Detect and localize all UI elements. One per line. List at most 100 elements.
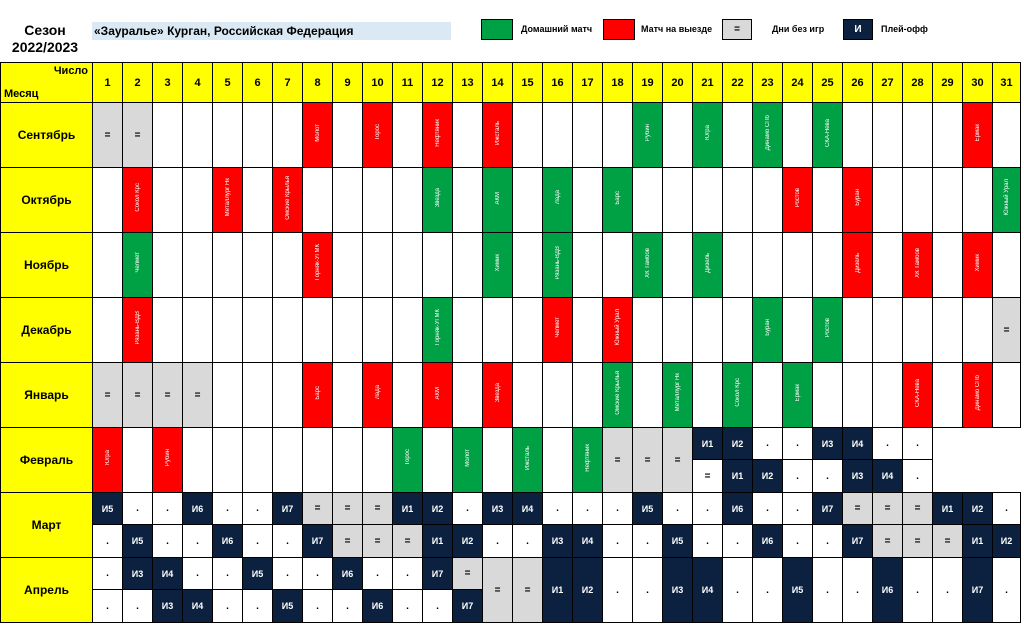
- empty-day-cell: [182, 427, 213, 493]
- empty-day-cell: [452, 297, 483, 363]
- playoff-empty-cell: .: [482, 524, 513, 558]
- home-match-cell: Химик: [482, 232, 513, 298]
- opponent-name: Динамо СПб: [764, 114, 771, 151]
- playoff-game-cell: И6: [872, 557, 903, 623]
- playoff-empty-cell: .: [272, 524, 303, 558]
- playoff-empty-cell: .: [392, 589, 423, 623]
- opponent-name: Рязань-ВДВ: [554, 245, 561, 280]
- home-match-cell: Сокол Крс: [722, 362, 753, 428]
- day-header: 15: [512, 62, 543, 103]
- playoff-empty-cell: .: [992, 492, 1021, 525]
- playoff-empty-cell: .: [752, 557, 783, 623]
- day-header: 16: [542, 62, 573, 103]
- empty-day-cell: [272, 102, 303, 168]
- empty-day-cell: [812, 167, 843, 233]
- playoff-game-cell: И2: [452, 524, 483, 558]
- empty-day-cell: [782, 232, 813, 298]
- month-row: Январь = = = = Барс Лада АКМ Звезда Омские Крылья…: [0, 362, 1021, 428]
- playoff-empty-cell: .: [542, 492, 573, 525]
- empty-day-cell: [92, 297, 123, 363]
- playoff-game-cell: И1: [962, 524, 993, 558]
- home-match-cell: Горняк-УГМК: [422, 297, 453, 363]
- off-day-cell: =: [902, 492, 933, 525]
- month-row-top: Февраль Югра Рубин Торос Молот Ижсталь Нефтяни…: [0, 427, 1021, 493]
- away-match-cell: Ростов: [782, 167, 813, 233]
- day-header: 23: [752, 62, 783, 103]
- playoff-empty-cell: .: [782, 524, 813, 558]
- playoff-game-cell: И1: [722, 459, 753, 493]
- legend-off-label: Дни без игр: [772, 24, 825, 34]
- home-match-cell: СКА-Нева: [812, 102, 843, 168]
- empty-day-cell: [932, 102, 963, 168]
- playoff-game-cell: И4: [152, 557, 183, 590]
- empty-day-cell: [602, 102, 633, 168]
- empty-day-cell: [992, 362, 1021, 428]
- playoff-game-cell: И5: [662, 524, 693, 558]
- playoff-game-cell: И4: [872, 459, 903, 493]
- day-header: 4: [182, 62, 213, 103]
- empty-day-cell: [92, 167, 123, 233]
- opponent-name: Южный Урал: [1003, 179, 1010, 216]
- playoff-empty-cell: .: [152, 524, 183, 558]
- opponent-name: Дизель: [704, 252, 711, 273]
- off-day-cell: =: [932, 524, 963, 558]
- empty-day-cell: [212, 297, 243, 363]
- playoff-empty-cell: .: [242, 589, 273, 623]
- empty-day-cell: [452, 232, 483, 298]
- day-header: 19: [632, 62, 663, 103]
- opponent-name: Барс: [314, 385, 321, 400]
- playoff-empty-cell: .: [782, 427, 813, 460]
- opponent-name: Рубин: [644, 123, 651, 142]
- legend-away-swatch: [603, 19, 635, 40]
- opponent-name: Лада: [374, 385, 381, 400]
- non-existent-day-cell: [992, 232, 1021, 298]
- empty-day-cell: [812, 362, 843, 428]
- opponent-name: Рязань-ВДВ: [134, 310, 141, 345]
- off-day-cell: =: [122, 102, 153, 168]
- day-header: 20: [662, 62, 693, 103]
- home-match-cell: Динамо СПб: [752, 102, 783, 168]
- away-match-cell: Челмет: [542, 297, 573, 363]
- playoff-game-cell: И6: [182, 492, 213, 525]
- empty-day-cell: [452, 362, 483, 428]
- playoff-game-cell: И4: [512, 492, 543, 525]
- empty-day-cell: [902, 297, 933, 363]
- day-header: 3: [152, 62, 183, 103]
- playoff-empty-cell: .: [722, 557, 753, 623]
- off-day-cell: =: [452, 557, 483, 590]
- opponent-name: Звезда: [494, 382, 501, 403]
- playoff-game-cell: И5: [782, 557, 813, 623]
- playoff-empty-cell: .: [602, 524, 633, 558]
- empty-day-cell: [692, 167, 723, 233]
- empty-day-cell: [182, 167, 213, 233]
- playoff-empty-cell: .: [212, 492, 243, 525]
- day-header: 6: [242, 62, 273, 103]
- opponent-name: Горняк-УГМК: [314, 244, 321, 281]
- playoff-game-cell: И7: [302, 524, 333, 558]
- playoff-empty-cell: .: [932, 557, 963, 623]
- off-day-cell: =: [662, 427, 693, 493]
- empty-day-cell: [632, 167, 663, 233]
- home-match-cell: Южный Урал: [992, 167, 1021, 233]
- playoff-game-cell: И2: [962, 492, 993, 525]
- opponent-name: Югра: [704, 125, 711, 140]
- empty-day-cell: [362, 297, 393, 363]
- empty-day-cell: [482, 297, 513, 363]
- opponent-name: Молот: [464, 448, 471, 467]
- opponent-name: Буран: [764, 319, 771, 336]
- playoff-empty-cell: .: [572, 492, 603, 525]
- playoff-empty-cell: .: [512, 524, 543, 558]
- empty-day-cell: [872, 167, 903, 233]
- opponent-name: АКМ: [494, 191, 501, 205]
- empty-day-cell: [842, 297, 873, 363]
- home-match-cell: Звезда: [422, 167, 453, 233]
- home-match-cell: Барс: [602, 167, 633, 233]
- home-match-cell: Металлург Нк: [662, 362, 693, 428]
- playoff-empty-cell: .: [812, 557, 843, 623]
- empty-day-cell: [272, 232, 303, 298]
- empty-day-cell: [722, 102, 753, 168]
- off-day-cell: =: [92, 362, 123, 428]
- month-label: Январь: [0, 362, 93, 428]
- playoff-empty-cell: .: [212, 589, 243, 623]
- day-header: 28: [902, 62, 933, 103]
